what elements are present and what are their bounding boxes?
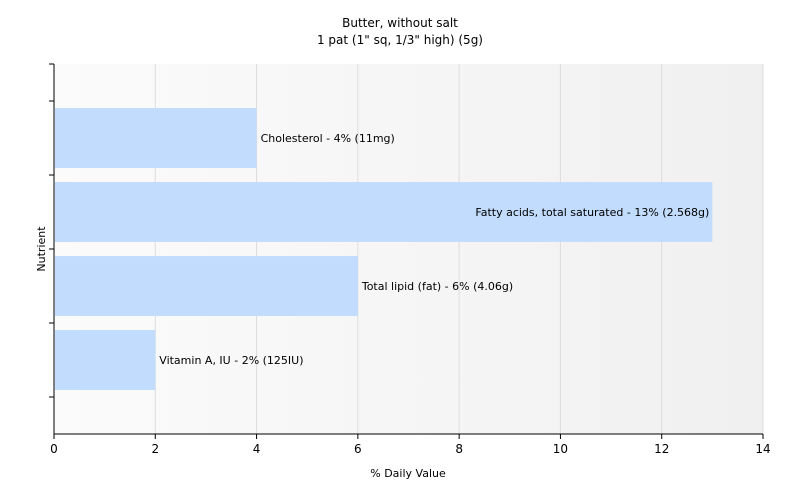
axes: 0 2 4 6 8 10 12 14 <box>49 63 771 456</box>
x-tick-label: 4 <box>253 442 261 456</box>
x-tick-label: 14 <box>755 442 770 456</box>
bar-label: Fatty acids, total saturated - 13% (2.56… <box>475 206 709 219</box>
bar <box>55 256 358 316</box>
x-axis-label: % Daily Value <box>370 467 446 480</box>
x-tick-label: 0 <box>50 442 58 456</box>
x-tick-label: 12 <box>654 442 669 456</box>
x-tick-label: 6 <box>354 442 362 456</box>
x-tick-label: 2 <box>151 442 159 456</box>
bar <box>55 182 713 242</box>
y-axis-label: Nutrient <box>35 226 48 272</box>
chart-title: Butter, without salt <box>342 16 458 30</box>
x-tick-label: 10 <box>553 442 568 456</box>
bar <box>55 330 156 390</box>
x-tick-label: 8 <box>455 442 463 456</box>
bar-label: Vitamin A, IU - 2% (125IU) <box>159 354 303 367</box>
bars: Cholesterol - 4% (11mg) Fatty acids, tota… <box>55 108 713 390</box>
bar-label: Total lipid (fat) - 6% (4.06g) <box>361 280 513 293</box>
bar <box>55 108 257 168</box>
chart-subtitle: 1 pat (1" sq, 1/3" high) (5g) <box>317 33 483 47</box>
bar-label: Cholesterol - 4% (11mg) <box>261 132 395 145</box>
